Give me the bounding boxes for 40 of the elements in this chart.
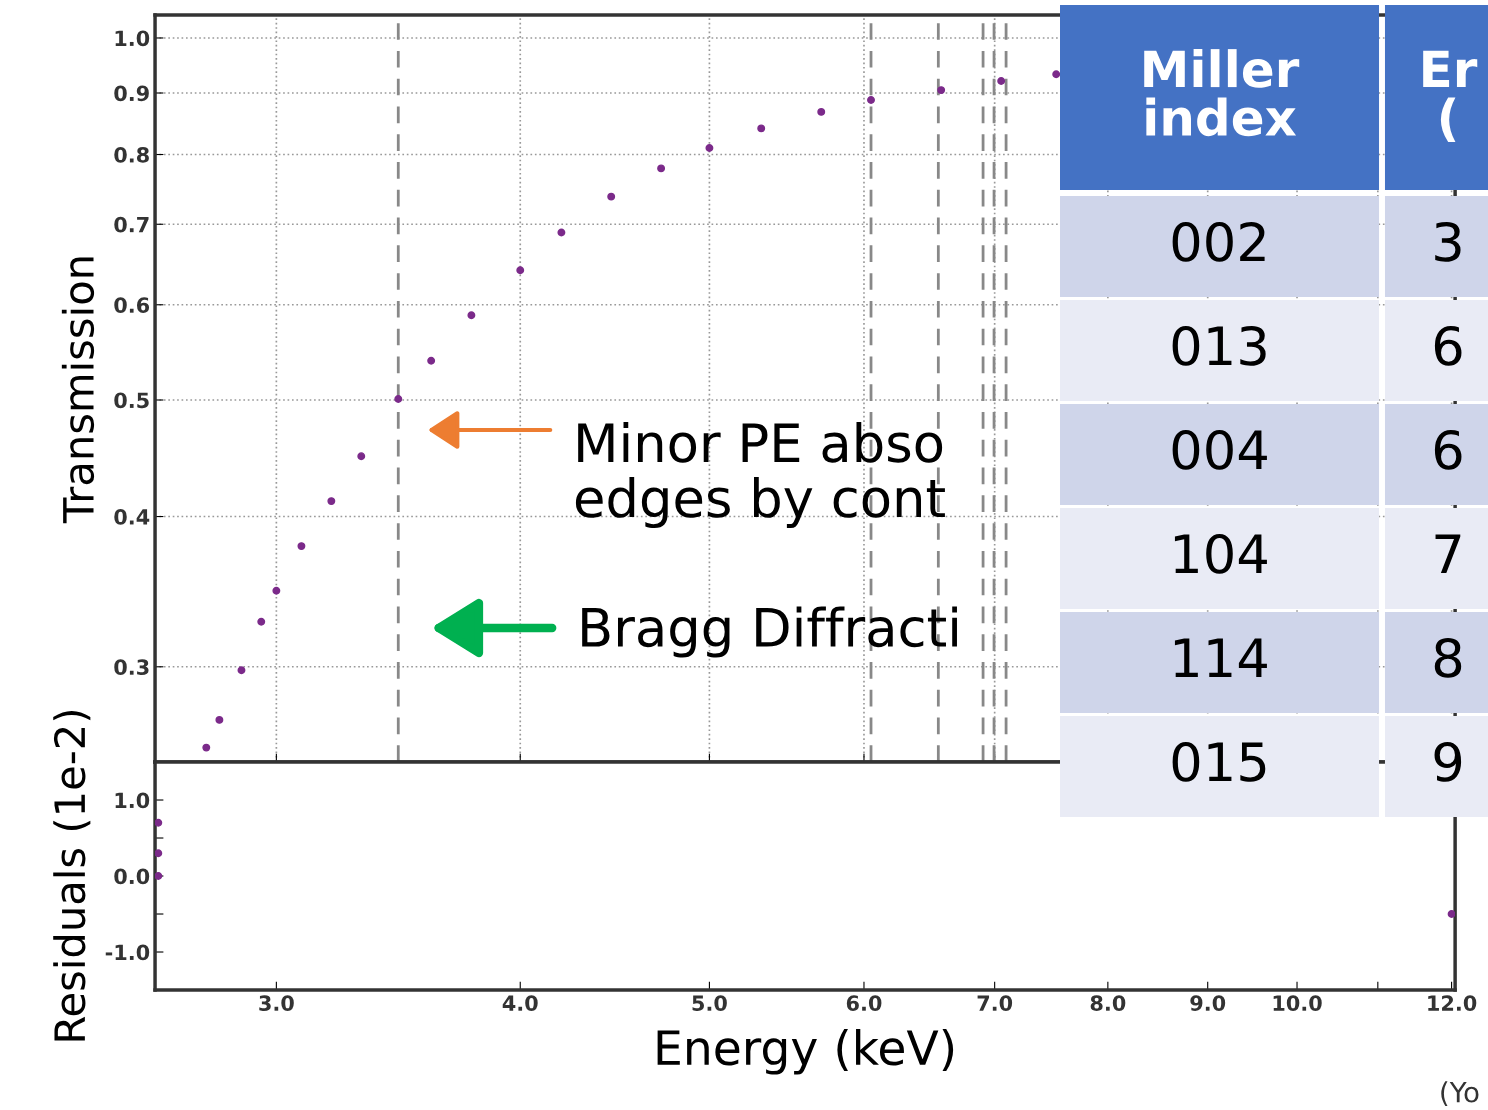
annotation: 002 — [1172, 221, 1265, 262]
y-tick-label: 1.0 — [115, 30, 150, 47]
x-tick-label: 10.0 — [1273, 995, 1322, 1011]
x-tick-label: 9.0 — [1190, 995, 1226, 1011]
annotation: 6 — [1434, 429, 1462, 470]
y-tick-label: 0.0 — [114, 868, 150, 885]
x-tick-label: 8.0 — [1090, 995, 1126, 1011]
y-tick-label: 1.0 — [115, 792, 150, 809]
x-tick-label: 4.0 — [502, 995, 538, 1011]
annotation: 104 — [1174, 533, 1267, 574]
annotation: 114 — [1174, 638, 1267, 678]
x-tick-label: 3.0 — [259, 995, 294, 1011]
y-axis-title: Residuals (1e-2) — [53, 711, 91, 1041]
annotation: 004 — [1172, 429, 1267, 470]
x-tick-label: 7.0 — [977, 995, 1013, 1011]
y-tick-label: 0.8 — [114, 146, 149, 163]
annotation: 6 — [1434, 325, 1462, 366]
y-tick-label: 0.9 — [114, 85, 149, 102]
annotation: 013 — [1172, 325, 1266, 366]
y-tick-label: -1.0 — [105, 944, 150, 961]
annotation: Miller index — [1144, 49, 1300, 137]
y-tick-label: 0.5 — [114, 392, 149, 409]
text: (Yo — [1441, 1081, 1479, 1106]
y-tick-label: 0.3 — [114, 659, 149, 675]
y-axis-title: Transmission — [61, 257, 95, 524]
x-tick-label: 5.0 — [692, 995, 727, 1011]
annotation: 015 — [1172, 741, 1266, 782]
x-axis-title: Energy (keV) — [657, 1028, 954, 1075]
annotation: 9 — [1434, 741, 1462, 782]
y-tick-label: 0.6 — [114, 297, 150, 313]
y-tick-label: 0.4 — [114, 508, 150, 525]
annotation: Er ( — [1423, 50, 1478, 143]
annotation: 3 — [1435, 221, 1461, 262]
x-tick-label: 6.0 — [846, 995, 882, 1011]
annotation: 7 — [1435, 534, 1461, 574]
y-tick-label: 0.7 — [114, 216, 149, 233]
annotation: 8 — [1434, 637, 1462, 678]
annotation: Minor PE abso edges by cont — [575, 421, 945, 529]
x-tick-label: 12.0 — [1428, 995, 1477, 1011]
annotation: Bragg Diffracti — [582, 606, 957, 658]
